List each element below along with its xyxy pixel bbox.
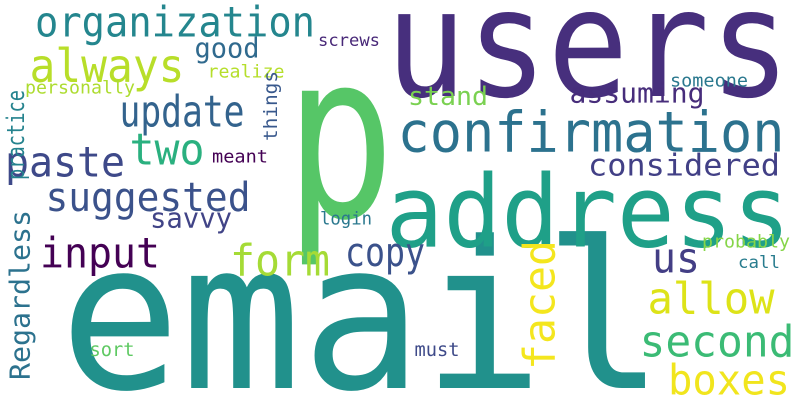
word: login [320,209,372,230]
word: personally [25,78,135,99]
word: input [40,229,160,278]
word: sort [90,339,135,361]
word: allow [648,274,775,325]
word: second [640,317,795,368]
word: users [386,0,791,132]
word: suggested [46,175,251,221]
word: copy [345,230,425,276]
word: assuming [570,77,705,110]
word: realize [208,62,285,83]
word: Regardless [4,210,37,380]
word: considered [588,149,780,184]
word: must [415,339,460,361]
word: stand [408,82,488,112]
word: confirmation [398,101,785,166]
word: us [652,234,700,283]
word: email [60,199,665,400]
word: savvy [150,202,232,235]
word: practice [2,90,30,180]
word: someone [670,71,748,92]
word: always [30,39,185,93]
word: address [386,154,791,271]
word: call [738,253,780,273]
word: good [195,32,260,65]
word: faced [515,240,566,370]
word: update [120,87,245,138]
word: p [285,5,395,272]
word: form [230,236,330,287]
word: paste [5,138,125,187]
word: two [130,125,205,176]
word: boxes [668,356,790,400]
word: screws [318,31,380,51]
word: organization [35,0,315,47]
word: probably [702,232,790,253]
word: things [260,71,282,141]
word: meant [212,147,268,168]
